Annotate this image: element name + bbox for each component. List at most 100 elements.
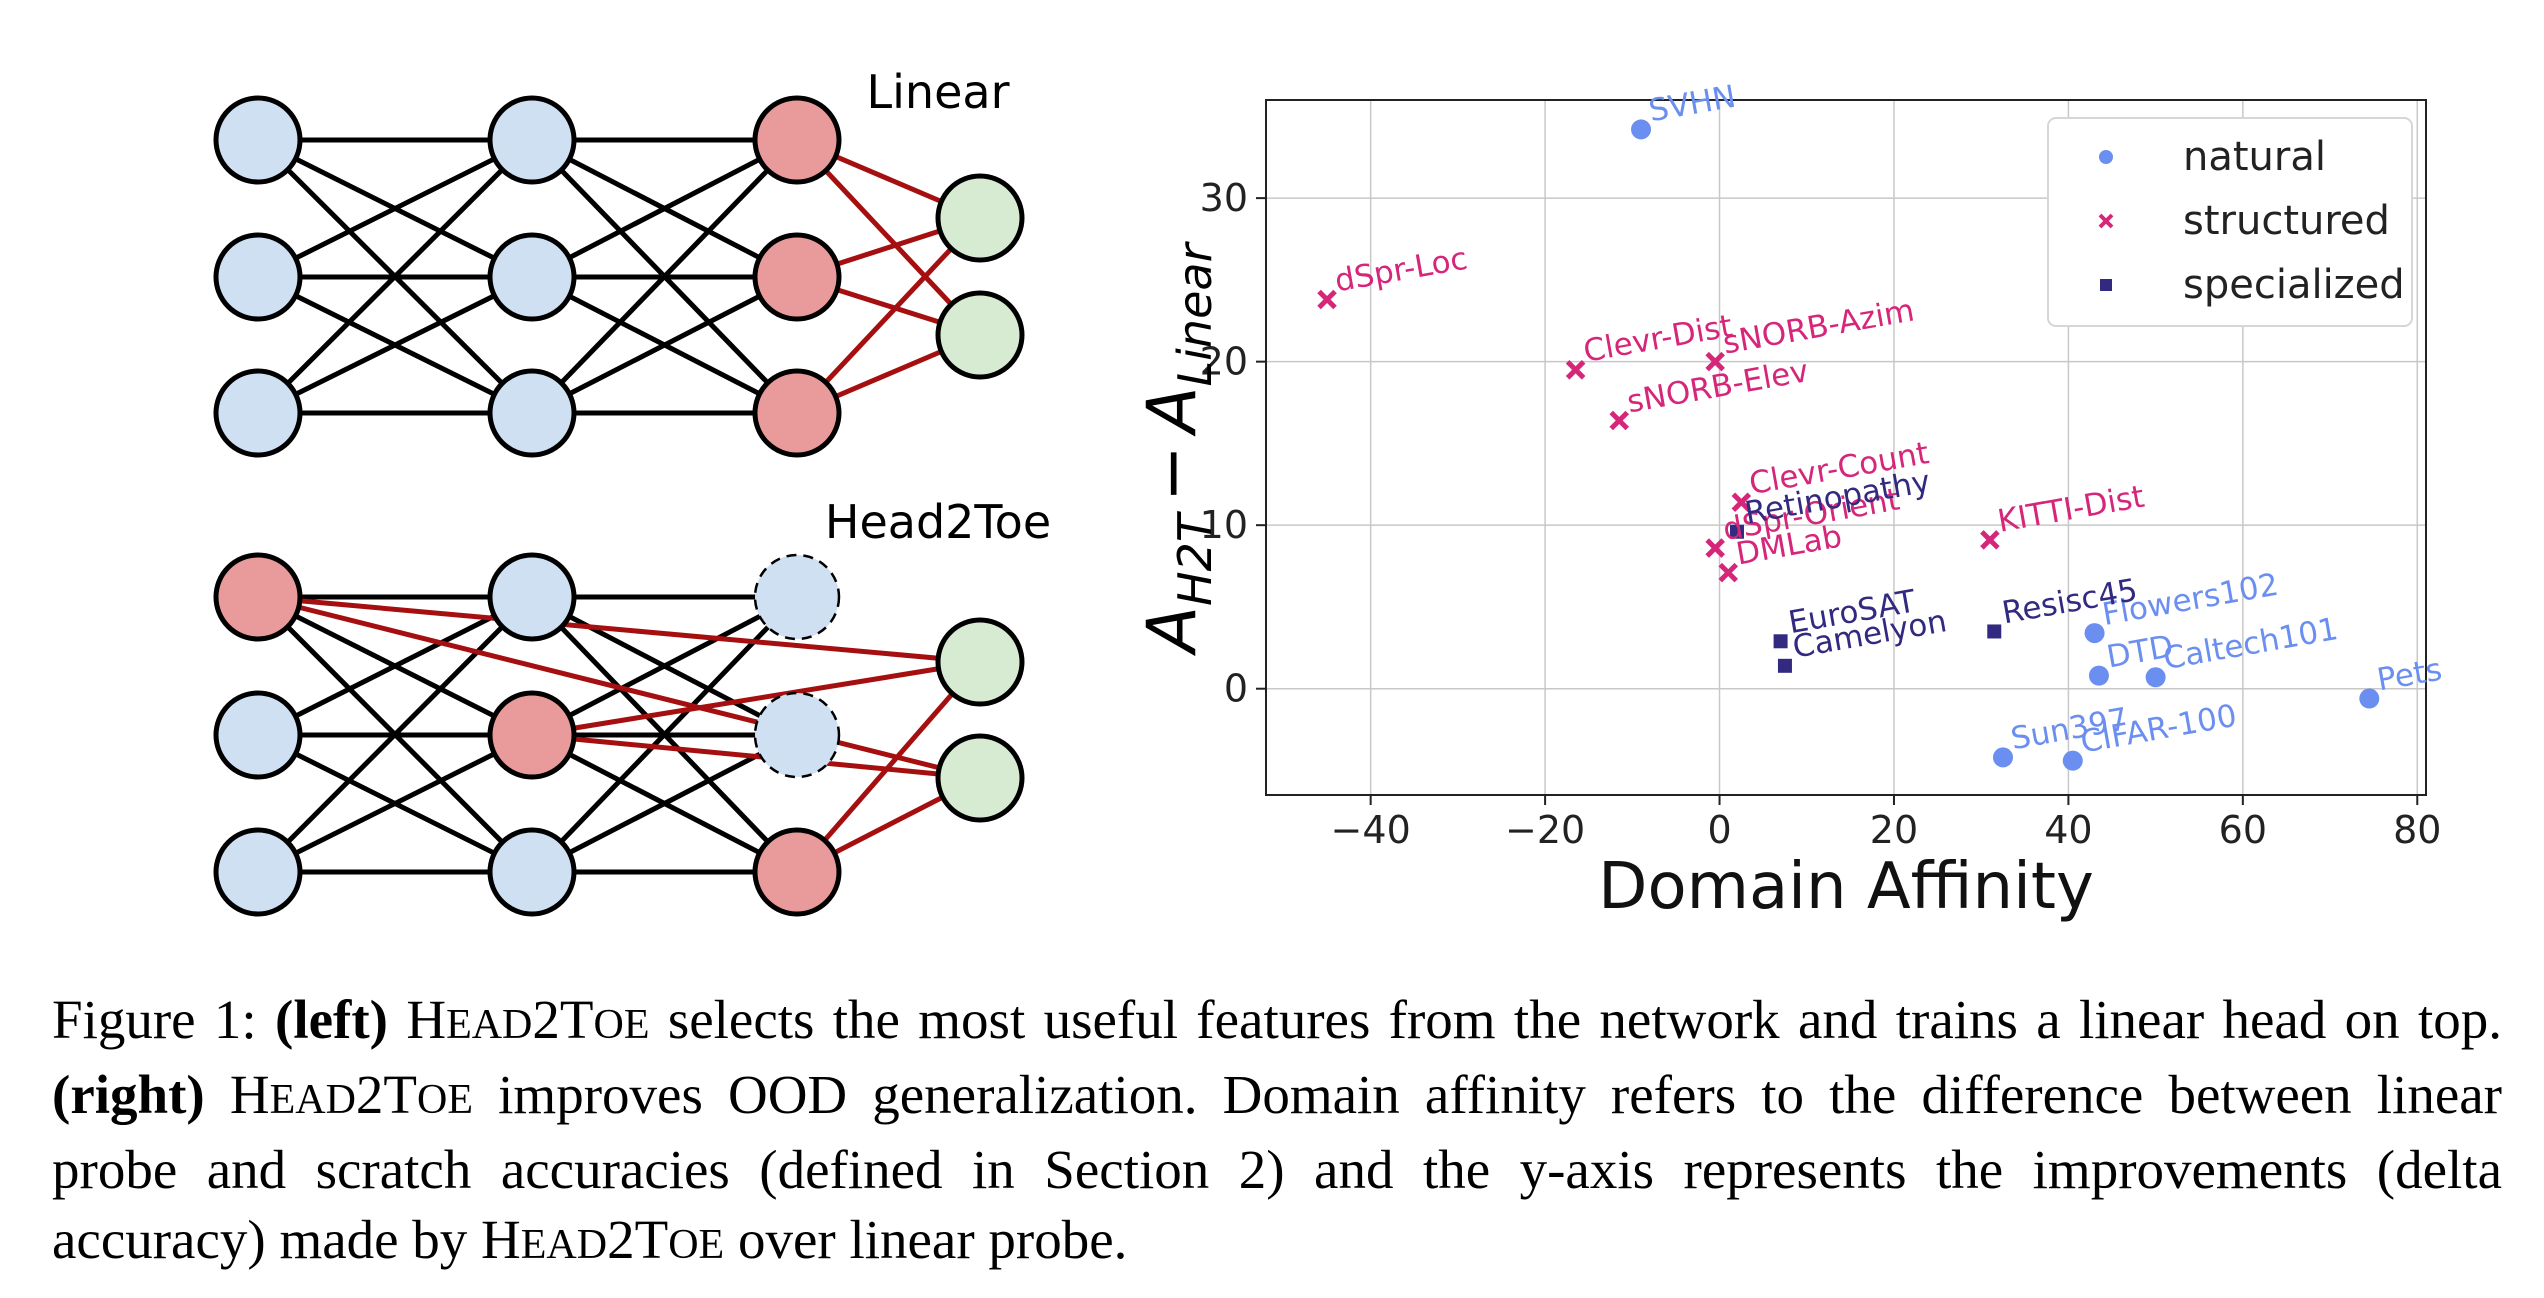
caption-method-name: HEAD2TOE — [230, 1064, 473, 1125]
x-stroke — [1718, 562, 1739, 583]
caption-text-3: over linear probe. — [737, 1209, 1128, 1270]
network-node — [213, 552, 303, 642]
selected-edge — [531, 659, 981, 738]
method-2t: 2T — [532, 989, 594, 1050]
edge — [530, 137, 799, 280]
method-h: H — [406, 989, 447, 1050]
edge — [256, 137, 534, 280]
y-label-a1: A — [1133, 606, 1212, 657]
legend-structured-marker — [2098, 213, 2114, 229]
point-label: Caltech101 — [2161, 611, 2341, 677]
caption-figure-label: Figure 1: — [52, 989, 257, 1050]
network-node — [752, 368, 842, 458]
x-axis-label: Domain Affinity — [1598, 850, 2094, 924]
y-label-a2: A — [1133, 386, 1212, 437]
y-label-sub1: H2T — [1168, 510, 1222, 606]
head-edge — [795, 216, 982, 415]
dashed-edge — [531, 596, 798, 736]
chart-legend: natural structured specialized — [2047, 117, 2413, 327]
network-node — [935, 617, 1025, 707]
selected-edge — [795, 660, 982, 874]
x-stroke — [1731, 492, 1752, 513]
point-structured — [1317, 289, 1337, 310]
point-natural — [2145, 667, 2166, 688]
axis-ticks: −40 −20 0 20 40 60 80 0 10 20 30 — [1200, 176, 2442, 852]
point-natural — [2359, 688, 2380, 709]
network-node — [487, 827, 577, 917]
network-node — [487, 368, 577, 458]
point-natural — [2084, 623, 2105, 644]
edge — [256, 274, 534, 416]
point-label: KITTI-Dist — [1995, 479, 2147, 540]
linear-diagram-label: Linear — [867, 65, 1010, 119]
network-node — [213, 95, 303, 185]
legend-natural-label: natural — [2183, 134, 2326, 180]
head2toe-network-edges — [256, 594, 982, 875]
edge — [256, 595, 534, 874]
x-tick-label: 40 — [2044, 808, 2092, 852]
point-label: Pets — [2374, 652, 2444, 699]
point-structured — [1565, 360, 1586, 380]
x-tick-label: 20 — [1870, 808, 1918, 852]
y-tick-label: 30 — [1200, 176, 1248, 220]
network-node — [752, 232, 842, 322]
data-points — [1317, 119, 2380, 771]
y-tick-label: 10 — [1200, 503, 1248, 547]
network-node — [213, 368, 303, 458]
point-structured — [1705, 538, 1725, 558]
x-tick-label: 0 — [1707, 808, 1731, 852]
x-tick-label: 80 — [2393, 808, 2441, 852]
head2toe-diagram-label: Head2Toe — [825, 495, 1051, 549]
method-h: H — [229, 1064, 270, 1125]
point-natural — [1992, 747, 2013, 768]
network-node — [752, 827, 842, 917]
method-2t: 2T — [607, 1209, 669, 1270]
y-tick-label: 20 — [1200, 340, 1248, 384]
linear-network-edges — [256, 137, 982, 416]
y-label-minus: − — [1133, 445, 1212, 502]
network-node — [213, 232, 303, 322]
point-structured — [1718, 562, 1739, 583]
x-stroke — [1317, 289, 1337, 310]
y-label-sub2: Linear — [1168, 240, 1222, 386]
figure-area: Linear Head2Toe −40 −20 0 20 40 60 80 0 10 20 30 S… — [213, 65, 2445, 924]
network-node — [487, 95, 577, 185]
point-natural — [1631, 119, 1652, 140]
pruned-node — [753, 691, 841, 779]
y-axis-label: AH2T−ALinear — [1133, 240, 1222, 656]
head-edge — [795, 138, 982, 337]
caption-text-1: selects the most useful features from th… — [667, 989, 2502, 1050]
x-tick-label: 60 — [2219, 808, 2267, 852]
x-stroke — [1565, 360, 1586, 380]
method-ead: EAD — [446, 1002, 533, 1048]
x-stroke — [1609, 410, 1630, 431]
method-oe: OE — [593, 1002, 650, 1048]
caption-right-tag: (right) — [52, 1064, 205, 1125]
caption-method-name: HEAD2TOE — [406, 989, 649, 1050]
edge — [256, 138, 534, 415]
legend-specialized-label: specialized — [2183, 262, 2405, 308]
pruned-node — [753, 553, 841, 641]
point-natural — [2088, 665, 2109, 686]
legend-box — [2047, 117, 2413, 327]
legend-natural-marker — [2099, 150, 2113, 164]
selected-edge — [257, 594, 981, 665]
x-tick-label: −20 — [1505, 808, 1585, 852]
point-specialized — [1777, 658, 1792, 673]
x-tick-label: −40 — [1331, 808, 1411, 852]
network-node — [487, 232, 577, 322]
chart-grid — [1266, 100, 2426, 795]
network-node — [935, 733, 1025, 823]
method-ead: EAD — [269, 1077, 356, 1123]
caption-text-2: improves OOD generalization. Domain affi… — [52, 1064, 2502, 1270]
point-structured — [1609, 410, 1630, 431]
selected-edge — [531, 732, 981, 781]
point-label: SVHN — [1646, 79, 1738, 130]
y-tick-label: 0 — [1224, 667, 1248, 711]
edge — [530, 274, 799, 416]
caption-left-tag: (left) — [275, 989, 388, 1050]
method-oe: OE — [668, 1222, 725, 1268]
legend-structured-label: structured — [2183, 198, 2390, 244]
edge — [256, 732, 534, 875]
